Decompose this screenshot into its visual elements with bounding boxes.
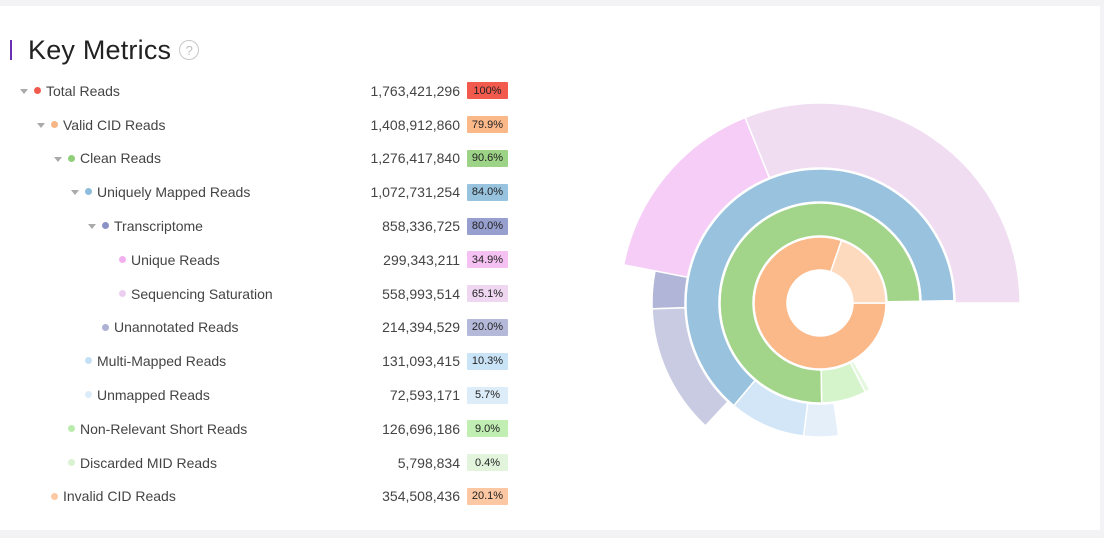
help-icon[interactable]: ? <box>179 40 200 60</box>
metric-value: 858,336,725 <box>382 218 460 235</box>
metric-label: Non-Relevant Short Reads <box>80 420 248 437</box>
metric-label: Transcriptome <box>114 218 203 235</box>
metric-label: Total Reads <box>46 82 120 99</box>
legend-dot-icon <box>68 458 75 466</box>
percent-badge: 20.1% <box>467 487 508 505</box>
percent-badge: 80.0% <box>467 217 508 235</box>
sunburst-segment[interactable] <box>744 102 1021 304</box>
page-title: Key Metrics <box>28 34 172 65</box>
metric-label: Unmapped Reads <box>97 387 210 404</box>
metric-label: Invalid CID Reads <box>63 488 176 505</box>
percent-badge: 90.6% <box>467 149 508 167</box>
expand-caret-icon[interactable] <box>54 156 62 162</box>
sunburst-segment[interactable] <box>685 168 955 407</box>
metric-label: Unique Reads <box>131 251 220 268</box>
legend-dot-icon <box>85 391 92 399</box>
metric-value: 126,696,186 <box>382 420 460 437</box>
legend-dot-icon <box>102 323 109 331</box>
metric-value: 1,276,417,840 <box>370 150 460 167</box>
sunburst-segment[interactable] <box>849 359 872 394</box>
metric-value: 214,394,529 <box>382 319 460 336</box>
percent-badge: 84.0% <box>467 183 508 201</box>
sunburst-segment[interactable] <box>732 379 809 437</box>
legend-dot-icon <box>119 255 126 263</box>
metric-label: Discarded MID Reads <box>80 454 217 471</box>
sunburst-chart <box>622 102 1021 438</box>
metrics-tree: Total Reads 1,763,421,296 100% Valid CID Re… <box>0 74 520 513</box>
expand-caret-icon[interactable] <box>71 190 79 196</box>
legend-dot-icon <box>85 357 92 365</box>
legend-dot-icon <box>51 492 58 500</box>
sunburst-segment[interactable] <box>651 306 729 427</box>
percent-badge: 79.9% <box>467 116 508 134</box>
metric-value: 1,072,731,254 <box>370 184 460 201</box>
sunburst-segment[interactable] <box>719 202 921 404</box>
metric-label: Multi-Mapped Reads <box>97 353 227 370</box>
metric-value: 1,408,912,860 <box>370 116 460 133</box>
percent-badge: 20.0% <box>467 318 508 336</box>
key-metrics-panel: Key Metrics ? Total Reads 1,763,421,296 10… <box>0 6 1100 530</box>
metric-row[interactable]: Transcriptome 858,336,725 80.0% <box>0 209 520 243</box>
percent-badge: 5.7% <box>467 386 508 404</box>
metric-row[interactable]: Valid CID Reads 1,408,912,860 79.9% <box>0 108 520 142</box>
metric-value: 558,993,514 <box>382 285 460 302</box>
metric-row: Multi-Mapped Reads 131,093,415 10.3% <box>0 344 520 378</box>
metric-row[interactable]: Clean Reads 1,276,417,840 90.6% <box>0 142 520 176</box>
sunburst-segment[interactable] <box>820 361 867 404</box>
metric-value: 299,343,211 <box>383 251 460 268</box>
metric-row: Sequencing Saturation 558,993,514 65.1% <box>0 277 520 311</box>
expand-caret-icon[interactable] <box>37 122 45 128</box>
expand-caret-icon[interactable] <box>88 224 96 230</box>
legend-dot-icon <box>34 87 41 94</box>
header: Key Metrics ? <box>10 30 200 70</box>
sunburst-segment[interactable] <box>802 402 840 438</box>
metric-label: Uniquely Mapped Reads <box>97 184 251 201</box>
metric-row: Discarded MID Reads 5,798,834 0.4% <box>0 446 520 480</box>
metric-value: 72,593,171 <box>389 387 460 404</box>
title-accent-bar <box>10 40 12 60</box>
metric-row[interactable]: Uniquely Mapped Reads 1,072,731,254 84.0% <box>0 175 520 209</box>
metric-value: 354,508,436 <box>382 488 460 505</box>
metric-row: Unmapped Reads 72,593,171 5.7% <box>0 378 520 412</box>
sunburst-segment[interactable] <box>829 239 887 304</box>
percent-badge: 9.0% <box>467 420 508 438</box>
metric-row[interactable]: Total Reads 1,763,421,296 100% <box>0 74 520 108</box>
metric-value: 1,763,421,296 <box>370 82 460 99</box>
metric-row: Invalid CID Reads 354,508,436 20.1% <box>0 480 520 514</box>
legend-dot-icon <box>119 289 126 297</box>
metric-row: Unique Reads 299,343,211 34.9% <box>0 243 520 277</box>
metric-value: 131,093,415 <box>382 353 460 370</box>
metric-label: Unannotated Reads <box>114 319 239 336</box>
metric-value: 5,798,834 <box>397 454 460 471</box>
percent-badge: 34.9% <box>467 251 508 269</box>
metric-label: Sequencing Saturation <box>131 285 273 302</box>
legend-dot-icon <box>102 222 109 230</box>
percent-badge: 65.1% <box>467 285 508 303</box>
metric-row: Unannotated Reads 214,394,529 20.0% <box>0 311 520 345</box>
legend-dot-icon <box>68 424 75 432</box>
sunburst-segment[interactable] <box>753 236 887 370</box>
percent-badge: 10.3% <box>467 352 508 370</box>
metric-row: Non-Relevant Short Reads 126,696,186 9.0% <box>0 412 520 446</box>
percent-badge: 100% <box>467 82 508 100</box>
percent-badge: 0.4% <box>467 454 508 472</box>
legend-dot-icon <box>68 154 75 162</box>
metric-label: Valid CID Reads <box>63 116 166 133</box>
metric-label: Clean Reads <box>80 150 161 167</box>
legend-dot-icon <box>85 188 92 196</box>
legend-dot-icon <box>51 120 58 128</box>
expand-caret-icon[interactable] <box>20 89 28 94</box>
